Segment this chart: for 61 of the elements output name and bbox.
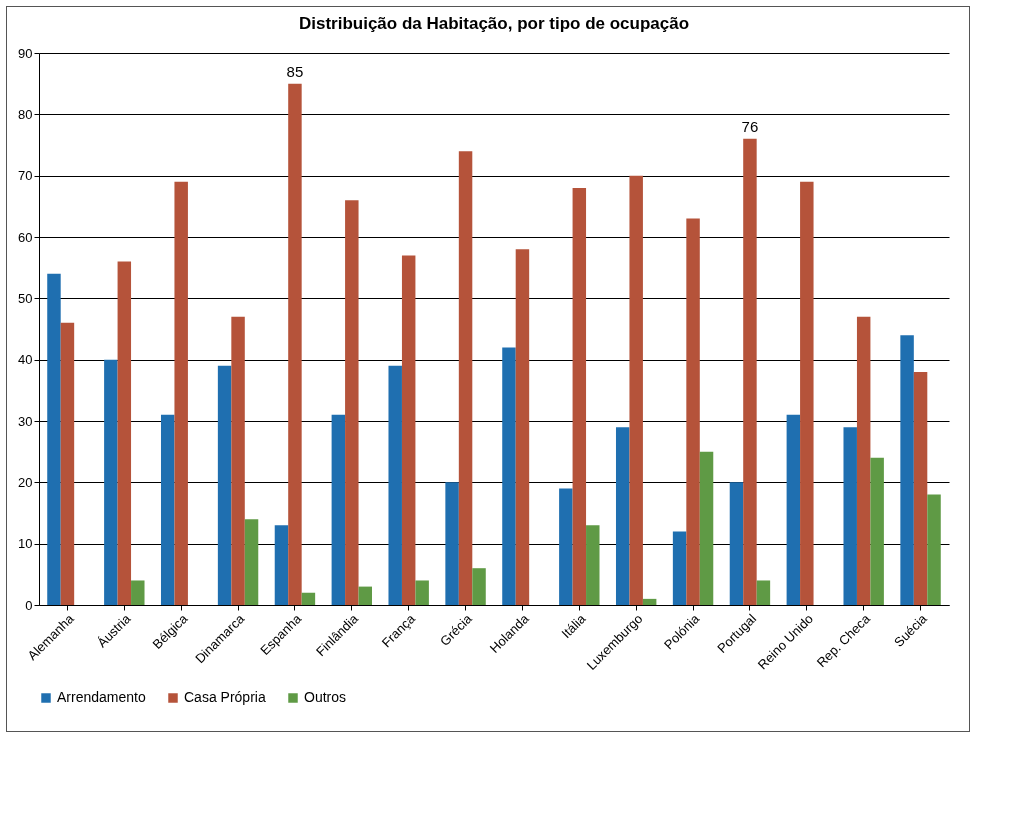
bar (131, 580, 145, 605)
bar (415, 580, 429, 605)
bar (244, 519, 259, 605)
bar (743, 138, 757, 605)
bar (458, 151, 473, 605)
bar (913, 371, 928, 605)
data-label: 76 (741, 117, 759, 135)
bar (60, 322, 75, 605)
bar (502, 347, 516, 605)
y-tick-label: 10 (18, 536, 33, 552)
bar (358, 586, 373, 605)
bar (856, 316, 871, 605)
legend-label: Outros (304, 689, 347, 705)
bar (472, 568, 486, 605)
bar (174, 181, 188, 605)
y-tick-label: 80 (18, 106, 33, 122)
bar (345, 200, 359, 605)
y-tick-label: 30 (18, 413, 33, 429)
y-tick-label: 60 (18, 229, 33, 245)
bar (629, 175, 643, 605)
bar (900, 335, 914, 605)
y-tick-label: 0 (25, 597, 33, 613)
bar (729, 482, 744, 605)
bar (870, 457, 884, 605)
bar (756, 580, 771, 605)
y-tick-label: 90 (18, 45, 33, 61)
bar (160, 414, 175, 605)
legend-label: Casa Própria (184, 689, 266, 705)
bar (927, 494, 941, 605)
bar (301, 592, 316, 605)
bar (401, 255, 416, 605)
bar (445, 482, 459, 605)
legend-label: Arrendamento (57, 689, 146, 705)
y-tick-label: 50 (18, 290, 33, 306)
chart-title: Distribuição da Habitação, por tipo de ocupação (298, 14, 690, 33)
bar (642, 598, 657, 605)
bar (47, 273, 61, 605)
bar (117, 261, 132, 605)
bar (686, 218, 700, 605)
bar (515, 249, 530, 605)
bar (672, 531, 687, 605)
x-tick-label: Itália (558, 610, 590, 642)
bar (699, 451, 714, 605)
bar (388, 365, 402, 605)
bar (615, 427, 630, 605)
y-tick-label: 70 (18, 168, 33, 184)
y-tick-label: 40 (18, 352, 33, 368)
bar (104, 359, 118, 605)
bar (800, 181, 814, 605)
bar (217, 365, 232, 605)
bar (231, 316, 245, 605)
bar (288, 83, 302, 605)
data-label: 85 (286, 62, 304, 80)
bar (843, 427, 857, 605)
bar (586, 525, 600, 605)
bar (559, 488, 573, 605)
bar (331, 414, 346, 605)
bar (572, 187, 587, 605)
bar (786, 414, 801, 605)
y-tick-label: 20 (18, 474, 33, 490)
bar (274, 525, 289, 605)
